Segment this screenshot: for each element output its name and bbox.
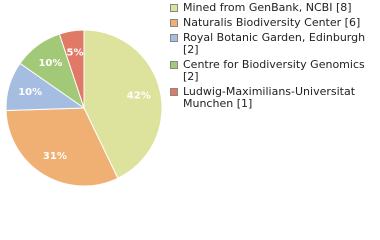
slice-label: 42% [127,91,151,102]
legend-label: Naturalis Biodiversity Center [6] [183,16,361,29]
pie-area: 42% 31% 10% 10% 5% [5,29,163,187]
legend-item: Royal Botanic Garden, Edinburgh [2] [170,32,375,56]
slice-label: 5% [67,48,84,59]
legend-swatch [170,61,178,69]
slice-label: 31% [43,151,67,162]
legend-item: Naturalis Biodiversity Center [6] [170,17,375,29]
pie-slice [58,29,85,109]
legend-swatch [170,19,178,27]
slice-label: 10% [18,87,42,98]
legend-swatch [170,34,178,42]
legend-swatch [170,4,178,12]
legend-label: Ludwig-Maximilians-Universitat Munchen [… [183,85,356,110]
pie-slice [83,29,163,179]
legend-item: Mined from GenBank, NCBI [8] [170,2,375,14]
legend-item: Centre for Biodiversity Genomics [2] [170,59,375,83]
pie-slice [5,107,119,187]
legend-label: Mined from GenBank, NCBI [8] [183,1,352,14]
legend-label: Centre for Biodiversity Genomics [2] [183,58,365,83]
legend-swatch [170,88,178,96]
legend-item: Ludwig-Maximilians-Universitat Munchen [… [170,86,375,110]
legend-label: Royal Botanic Garden, Edinburgh [2] [183,31,366,56]
slice-label: 10% [38,58,62,69]
legend: Mined from GenBank, NCBI [8] Naturalis Bi… [170,2,375,113]
